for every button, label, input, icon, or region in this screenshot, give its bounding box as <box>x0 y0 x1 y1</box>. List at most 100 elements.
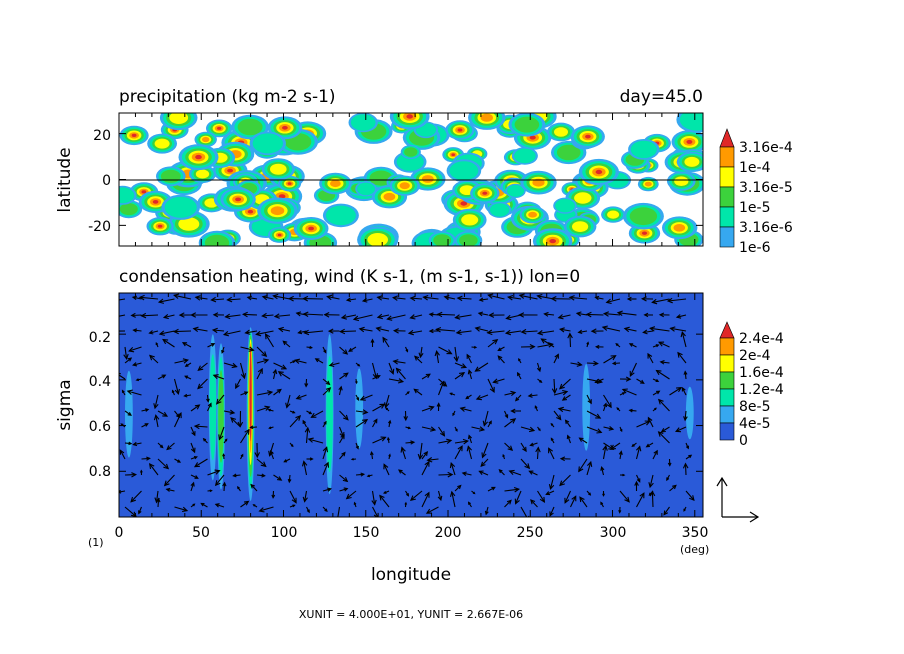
wind-arrow <box>322 420 327 428</box>
precip-cell <box>572 221 589 233</box>
wind-arrow <box>210 296 225 303</box>
wind-arrow <box>339 372 349 380</box>
wind-arrow <box>264 333 274 348</box>
wind-arrow <box>254 442 260 459</box>
precip-cell <box>282 125 288 130</box>
wind-arrow <box>504 329 522 336</box>
wind-arrow <box>621 388 637 396</box>
wind-arrow <box>504 418 517 428</box>
wind-arrow <box>345 490 357 500</box>
wind-arrow <box>273 313 291 319</box>
wind-arrow <box>549 506 555 517</box>
precip-cell <box>247 209 254 214</box>
wind-arrow <box>405 391 410 396</box>
wind-arrow <box>197 378 208 390</box>
wind-arrow <box>478 470 489 476</box>
wind-arrow <box>421 451 429 460</box>
heating-legend-label: 1.2e-4 <box>739 382 784 398</box>
wind-arrow <box>157 298 175 304</box>
wind-arrow <box>171 389 176 396</box>
wind-arrow <box>339 451 346 460</box>
wind-arrow <box>425 506 439 514</box>
wind-arrow <box>202 437 208 444</box>
wind-arrow <box>520 442 527 453</box>
wind-arrow <box>190 456 198 460</box>
wind-arrow <box>648 474 654 489</box>
wind-arrow <box>438 346 453 355</box>
precip-legend <box>719 128 735 248</box>
wind-arrow <box>649 326 670 332</box>
wind-arrow <box>543 311 555 317</box>
wind-arrow <box>338 385 343 396</box>
wind-arrow <box>683 506 687 512</box>
heating-cell <box>218 370 224 463</box>
wind-arrow <box>174 411 182 428</box>
wind-arrow <box>530 499 538 508</box>
precip-legend-label: 3.16e-6 <box>739 220 793 236</box>
wind-arrow <box>183 393 192 398</box>
wind-arrow <box>514 394 522 402</box>
wind-arrow <box>224 313 241 320</box>
wind-arrow <box>240 428 250 444</box>
wind-arrow <box>273 388 282 396</box>
precip-cell <box>195 154 202 160</box>
precip-cell <box>421 175 434 183</box>
wind-arrow <box>602 402 608 412</box>
precip-cell <box>357 182 375 196</box>
wind-arrow <box>640 296 654 302</box>
wind-arrow <box>660 426 670 433</box>
wind-arrow <box>207 469 221 476</box>
wind-arrow <box>553 353 559 364</box>
wind-arrow <box>652 378 660 383</box>
wind-arrow <box>123 346 129 360</box>
wind-arrow <box>594 344 604 349</box>
wind-arrow <box>235 378 241 390</box>
heating-xtick-label: 300 <box>600 525 627 541</box>
wind-arrow <box>657 398 670 412</box>
wind-arrow <box>239 362 247 380</box>
wind-arrow <box>322 506 328 512</box>
wind-arrow <box>271 490 276 499</box>
wind-arrow <box>190 481 195 492</box>
wind-arrow <box>558 327 571 333</box>
wind-arrow <box>655 369 670 380</box>
wind-arrow <box>467 501 472 508</box>
wind-arrow <box>287 474 292 484</box>
heating-legend-box <box>719 337 735 356</box>
heating-ytick-label: 0.4 <box>89 374 111 390</box>
wind-arrow <box>657 341 670 348</box>
precip-cell <box>549 239 556 244</box>
wind-arrow <box>355 409 369 415</box>
wind-arrow <box>484 506 489 516</box>
precip-field <box>119 113 703 246</box>
wind-arrow <box>339 346 349 355</box>
wind-arrow <box>619 490 630 503</box>
wind-arrow <box>682 462 689 476</box>
heating-xlabel: longitude <box>371 565 451 585</box>
heating-cell <box>209 354 217 461</box>
precip-cell <box>270 206 285 216</box>
wind-arrow <box>206 394 210 403</box>
precip-cell <box>679 113 703 131</box>
wind-arrow <box>197 362 208 371</box>
wind-arrow <box>535 446 541 460</box>
wind-arrow <box>132 328 142 333</box>
wind-arrow <box>409 314 423 320</box>
wind-arrow <box>306 345 313 350</box>
x-unit-label: (deg) <box>680 543 709 556</box>
precip-cell <box>119 187 135 204</box>
wind-arrow <box>652 407 657 412</box>
wind-arrow <box>121 389 126 396</box>
wind-arrow <box>306 506 310 514</box>
wind-arrow <box>268 426 274 430</box>
wind-arrow <box>376 295 390 301</box>
wind-arrow <box>157 374 167 380</box>
precip-cell <box>399 182 410 190</box>
precip-cell <box>325 205 356 226</box>
precip-ticks <box>118 113 703 246</box>
wind-arrow <box>518 312 538 318</box>
wind-arrow <box>578 458 588 473</box>
wind-arrow <box>339 487 349 492</box>
wind-arrow <box>487 486 496 492</box>
wind-arrow <box>550 296 571 302</box>
